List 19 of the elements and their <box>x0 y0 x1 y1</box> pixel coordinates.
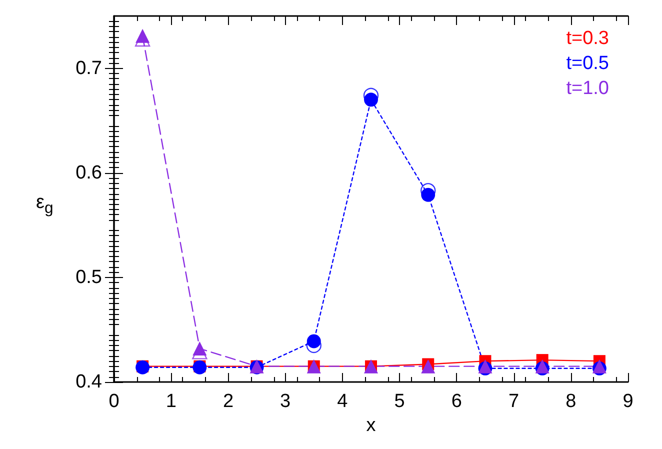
y-tick-label: 0.7 <box>76 58 102 79</box>
y-tick-label: 0.6 <box>76 162 102 184</box>
x-tick-label: 7 <box>508 391 520 412</box>
x-tick-label: 6 <box>451 391 462 412</box>
text: t=1.0 <box>566 78 610 99</box>
x-tick-label: 4 <box>337 391 348 412</box>
x-tick-label: 3 <box>280 391 291 412</box>
x-tick-label: 9 <box>622 391 634 412</box>
y-tick-label: 0.5 <box>76 266 102 288</box>
text: t=0.3 <box>566 28 610 49</box>
x-tick-label: 1 <box>166 391 176 412</box>
x-tick-label: 0 <box>108 391 120 412</box>
x-tick-label: 8 <box>566 391 576 412</box>
y-tick-label: 0.4 <box>76 372 102 392</box>
text: t=0.5 <box>566 53 610 74</box>
x-tick-label: 2 <box>222 391 234 412</box>
y-axis-title: ε$_{g}$ <box>36 192 54 218</box>
x-axis-title: x <box>366 414 376 436</box>
x-tick-label: 5 <box>394 391 405 412</box>
